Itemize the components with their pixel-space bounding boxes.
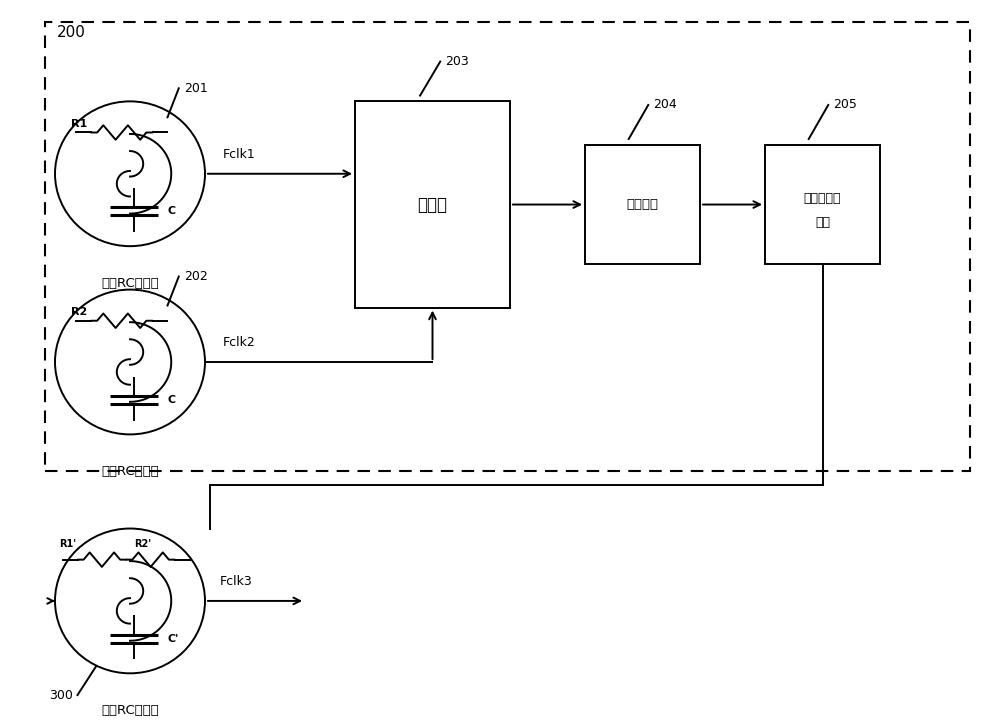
Text: Fclk1: Fclk1: [223, 148, 256, 161]
Text: C: C: [168, 206, 176, 216]
Text: Fclk2: Fclk2: [223, 336, 256, 349]
Text: 300: 300: [49, 689, 73, 702]
Text: 204: 204: [653, 98, 677, 111]
Text: 非易失性存: 非易失性存: [804, 192, 841, 205]
Text: 202: 202: [184, 270, 208, 283]
Bar: [45, 22, 970, 471]
Text: R2: R2: [71, 307, 87, 317]
Text: 第二RC振荡器: 第二RC振荡器: [101, 465, 159, 478]
Text: R2': R2': [134, 539, 151, 549]
Text: 储器: 储器: [815, 216, 830, 229]
Text: R1': R1': [59, 539, 76, 549]
Text: 205: 205: [833, 98, 857, 111]
Text: 计数器: 计数器: [418, 195, 448, 214]
Bar: [585, 145, 700, 264]
Text: 201: 201: [184, 82, 208, 95]
Bar: [355, 101, 510, 308]
Text: Fclk3: Fclk3: [220, 575, 253, 588]
Text: 第三RC振荡器: 第三RC振荡器: [101, 704, 159, 717]
Text: C': C': [168, 634, 179, 644]
Text: C: C: [168, 395, 176, 405]
Text: 203: 203: [445, 55, 469, 68]
Text: 200: 200: [57, 25, 86, 41]
Text: R1: R1: [71, 119, 87, 129]
Text: 计算单元: 计算单元: [626, 198, 658, 211]
Text: 第一RC振荡器: 第一RC振荡器: [101, 277, 159, 290]
Bar: [765, 145, 880, 264]
